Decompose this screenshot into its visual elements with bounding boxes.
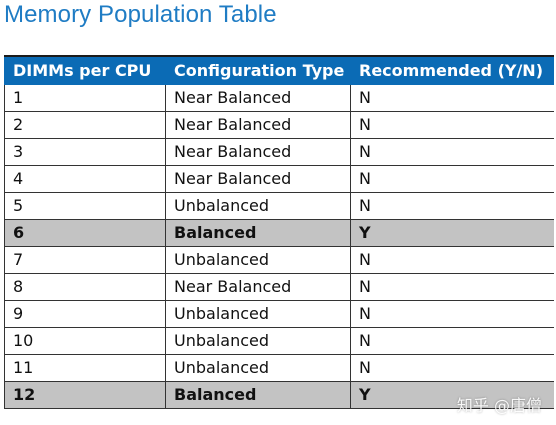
cell-recommended: Y: [350, 381, 554, 409]
cell-dimms-per-cpu: 8: [4, 273, 166, 301]
cell-recommended: N: [350, 111, 554, 139]
cell-configuration-type: Unbalanced: [165, 300, 351, 328]
column-header-recommended: Recommended (Y/N): [350, 55, 554, 85]
table-row: 10 Unbalanced N: [4, 327, 554, 355]
cell-configuration-type: Near Balanced: [165, 111, 351, 139]
cell-configuration-type: Balanced: [165, 219, 351, 247]
cell-configuration-type: Near Balanced: [165, 84, 351, 112]
cell-configuration-type: Near Balanced: [165, 165, 351, 193]
cell-recommended: N: [350, 84, 554, 112]
cell-configuration-type: Near Balanced: [165, 138, 351, 166]
column-header-configuration-type: Configuration Type: [165, 55, 351, 85]
cell-dimms-per-cpu: 2: [4, 111, 166, 139]
memory-population-table: DIMMs per CPU Configuration Type Recomme…: [4, 55, 554, 409]
cell-dimms-per-cpu: 5: [4, 192, 166, 220]
table-header-row: DIMMs per CPU Configuration Type Recomme…: [4, 55, 554, 85]
cell-recommended: N: [350, 138, 554, 166]
cell-configuration-type: Unbalanced: [165, 327, 351, 355]
table-row: 9 Unbalanced N: [4, 300, 554, 328]
cell-recommended: N: [350, 327, 554, 355]
cell-configuration-type: Balanced: [165, 381, 351, 409]
table-row: 3 Near Balanced N: [4, 138, 554, 166]
cell-configuration-type: Unbalanced: [165, 354, 351, 382]
cell-dimms-per-cpu: 3: [4, 138, 166, 166]
cell-dimms-per-cpu: 12: [4, 381, 166, 409]
table-row: 4 Near Balanced N: [4, 165, 554, 193]
cell-dimms-per-cpu: 4: [4, 165, 166, 193]
cell-configuration-type: Near Balanced: [165, 273, 351, 301]
cell-recommended: N: [350, 192, 554, 220]
column-header-dimms-per-cpu: DIMMs per CPU: [4, 55, 166, 85]
table-row: 8 Near Balanced N: [4, 273, 554, 301]
cell-recommended: N: [350, 354, 554, 382]
cell-dimms-per-cpu: 1: [4, 84, 166, 112]
watermark: 知乎 @唐僧: [456, 396, 542, 415]
cell-recommended: N: [350, 273, 554, 301]
cell-dimms-per-cpu: 9: [4, 300, 166, 328]
cell-dimms-per-cpu: 6: [4, 219, 166, 247]
cell-configuration-type: Unbalanced: [165, 192, 351, 220]
table-row: 11 Unbalanced N: [4, 354, 554, 382]
table-row: 5 Unbalanced N: [4, 192, 554, 220]
page-title: Memory Population Table: [4, 1, 277, 28]
table-row: 6 Balanced Y: [4, 219, 554, 247]
table-row: 1 Near Balanced N: [4, 84, 554, 112]
cell-dimms-per-cpu: 10: [4, 327, 166, 355]
cell-recommended: N: [350, 300, 554, 328]
cell-recommended: Y: [350, 219, 554, 247]
cell-recommended: N: [350, 165, 554, 193]
cell-configuration-type: Unbalanced: [165, 246, 351, 274]
cell-dimms-per-cpu: 7: [4, 246, 166, 274]
table-body: 1 Near Balanced N 2 Near Balanced N 3 Near Bala…: [4, 84, 554, 409]
cell-dimms-per-cpu: 11: [4, 354, 166, 382]
table-row: 2 Near Balanced N: [4, 111, 554, 139]
table-row: 7 Unbalanced N: [4, 246, 554, 274]
cell-recommended: N: [350, 246, 554, 274]
table-row: 12 Balanced Y: [4, 381, 554, 409]
